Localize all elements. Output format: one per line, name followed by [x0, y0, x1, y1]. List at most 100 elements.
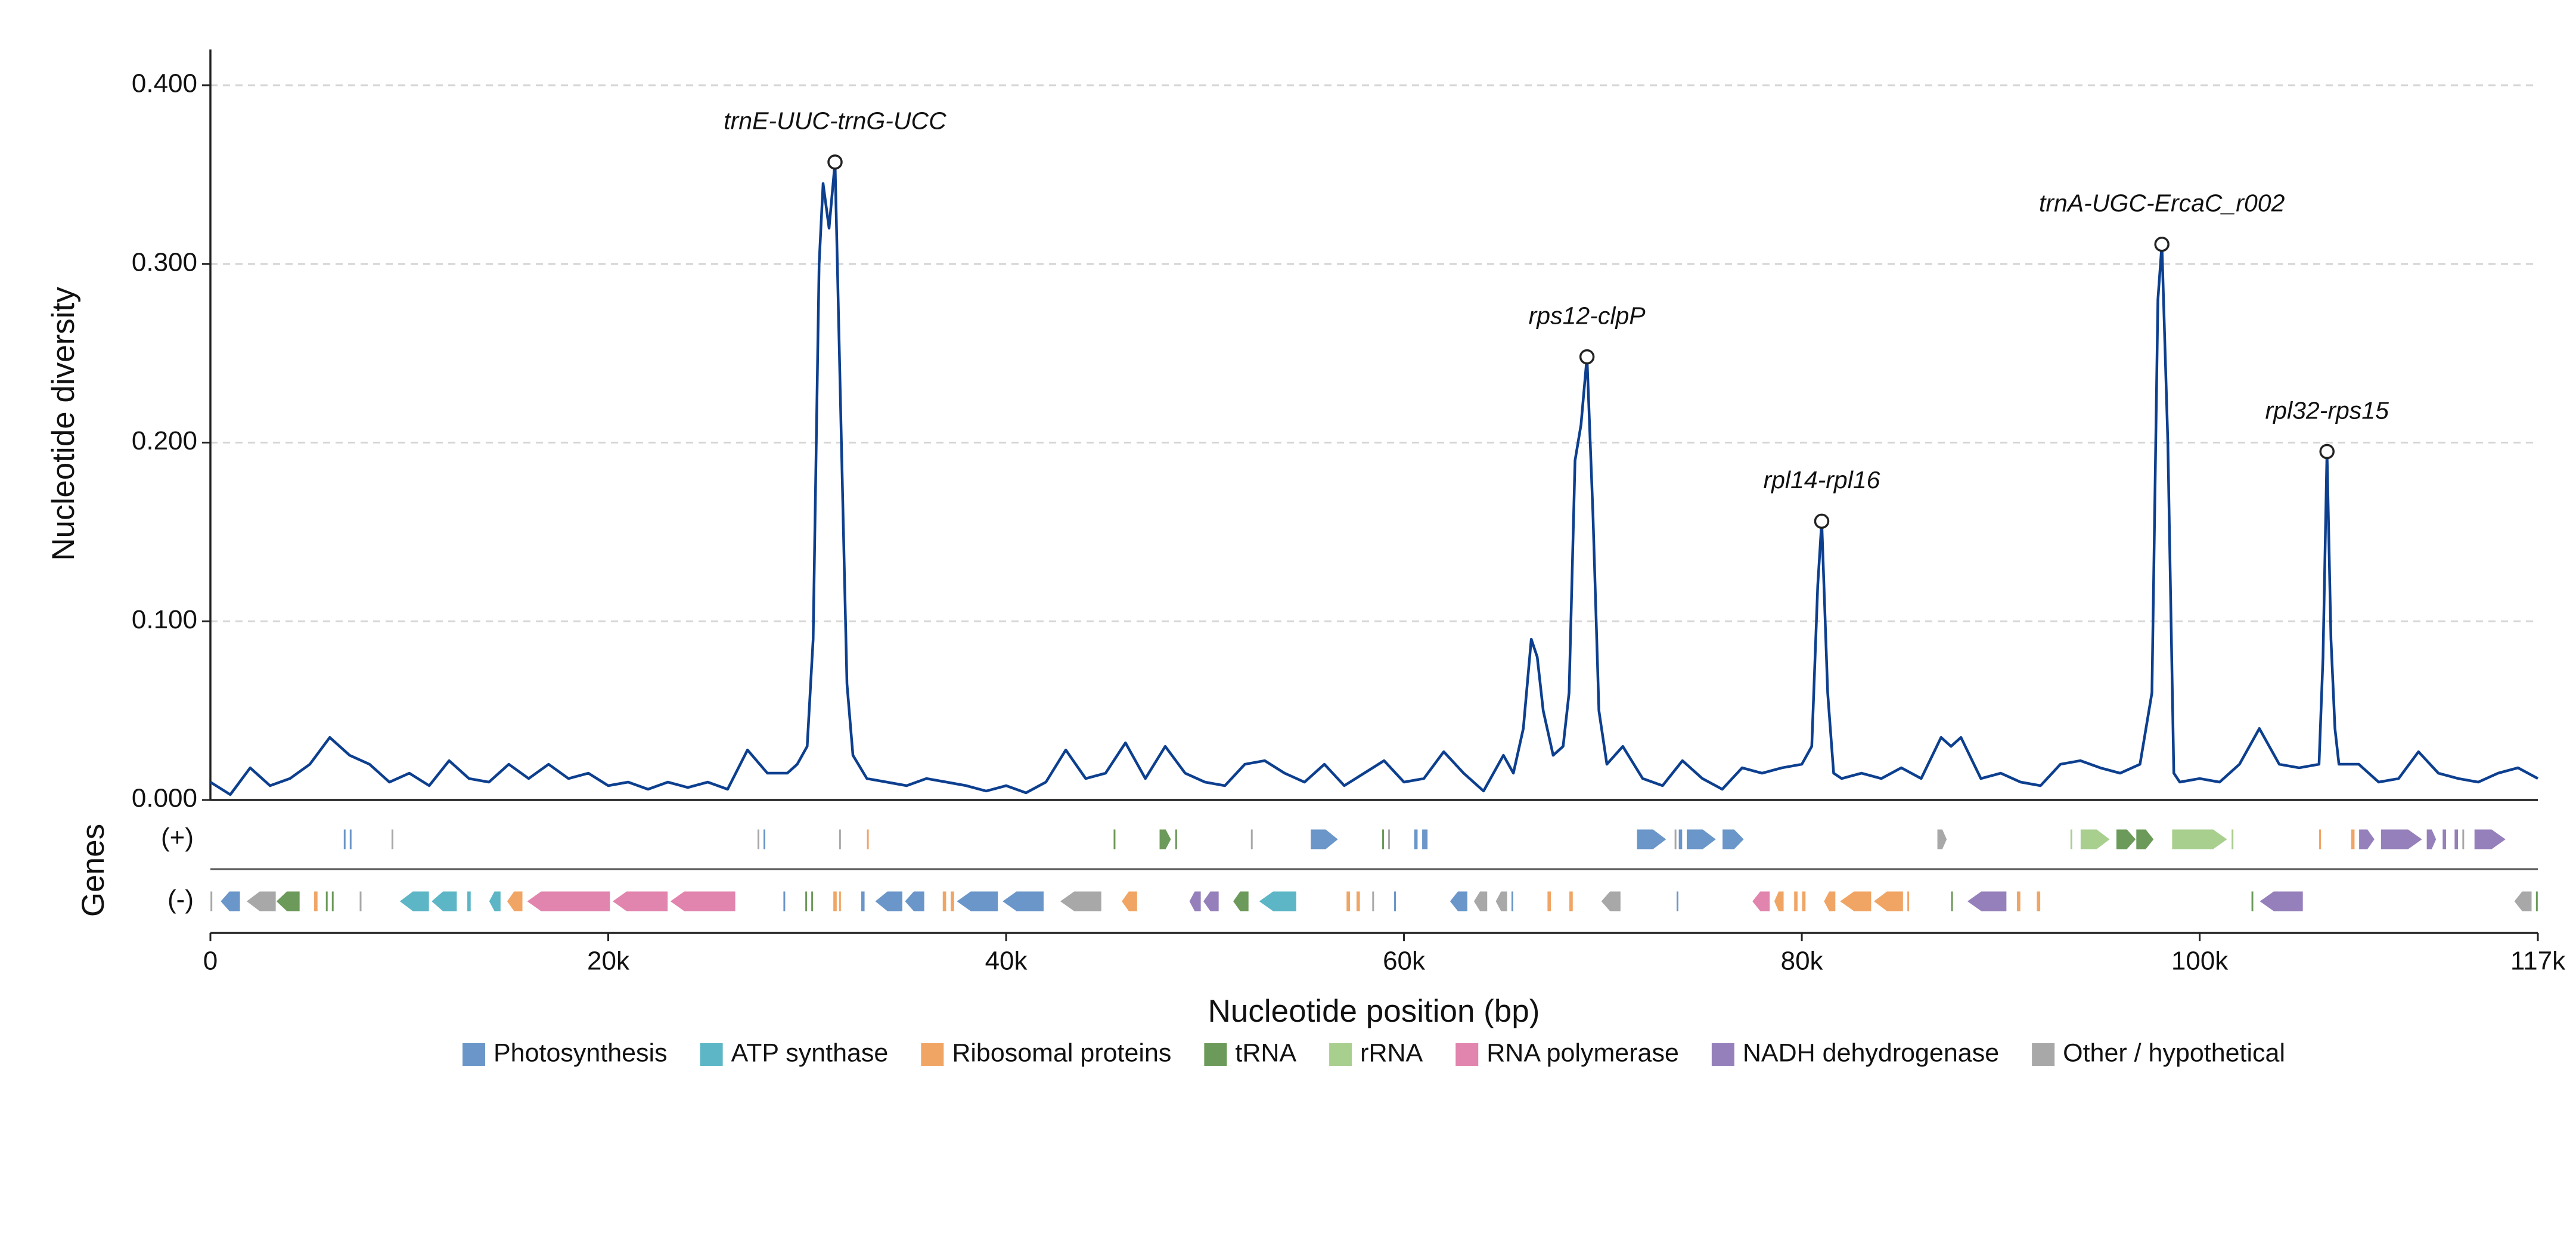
gene [2016, 891, 2021, 912]
gene [1473, 891, 1488, 912]
legend-label: Ribosomal proteins [952, 1038, 1171, 1067]
legend-swatch [2032, 1043, 2055, 1066]
peak-marker [2319, 444, 2335, 460]
gene [2319, 829, 2322, 850]
gene [1510, 891, 1514, 912]
gene [349, 829, 352, 850]
gene [210, 891, 213, 912]
gene [430, 891, 458, 912]
y-axis-label: Nucleotide diversity [46, 287, 81, 561]
gene [1174, 829, 1178, 850]
gene [942, 891, 947, 912]
peak-marker [1814, 513, 1830, 529]
gene [1422, 829, 1429, 850]
gene [1159, 829, 1172, 850]
y-tick-label: 0.300 [132, 247, 197, 277]
gene [1636, 829, 1667, 850]
gene [1393, 891, 1397, 912]
gene [2535, 891, 2538, 912]
x-tick-label: 117k [2510, 947, 2566, 976]
gene [612, 891, 669, 912]
x-tick-label: 20k [587, 947, 630, 976]
gene [1722, 829, 1745, 850]
gene [246, 891, 277, 912]
gene [1950, 891, 1954, 912]
gene [1675, 891, 1679, 912]
gene [2380, 829, 2423, 850]
gene [783, 891, 786, 912]
legend-swatch [700, 1043, 723, 1066]
peak-label: trnE-UUC-trnG-UCC [724, 107, 946, 135]
y-tick-label: 0.100 [132, 605, 197, 634]
gene [950, 891, 955, 912]
peak-marker [827, 154, 843, 170]
x-tick-label: 0 [203, 947, 218, 976]
legend: Photosynthesis ATP synthase Ribosomal prot… [462, 1038, 2285, 1067]
gene [1121, 891, 1138, 912]
gene [506, 891, 523, 912]
gene [2171, 829, 2229, 850]
gene [1413, 829, 1419, 850]
gene [1600, 891, 1621, 912]
gene [1873, 891, 1904, 912]
gene [1823, 891, 1836, 912]
gene [1547, 891, 1552, 912]
gene [331, 891, 334, 912]
gene [1258, 891, 1297, 912]
gene [1371, 891, 1375, 912]
gene [866, 829, 870, 850]
gene [1793, 891, 1798, 912]
legend-swatch [1329, 1043, 1352, 1066]
y-tick-label: 0.200 [132, 426, 197, 455]
gene [2350, 829, 2355, 850]
gene [1936, 829, 1948, 850]
x-tick-label: 100k [2171, 947, 2229, 976]
gene [2442, 829, 2447, 850]
peak-label: rpl32-rps15 [2265, 396, 2389, 424]
gene [2231, 829, 2234, 850]
gene [2136, 829, 2155, 850]
legend-label: ATP synthase [731, 1038, 889, 1067]
gene [1059, 891, 1102, 912]
gene [2115, 829, 2137, 850]
gene [1801, 891, 1807, 912]
gene [860, 891, 865, 912]
x-tick-label: 40k [985, 947, 1028, 976]
gene [1188, 891, 1202, 912]
legend-swatch [1711, 1043, 1734, 1066]
legend-label: tRNA [1235, 1038, 1296, 1067]
gene [2513, 891, 2532, 912]
gene [2426, 829, 2437, 850]
gene [1449, 891, 1468, 912]
gene [1250, 829, 1253, 850]
legend-label: rRNA [1360, 1038, 1423, 1067]
gene [2358, 829, 2375, 850]
legend-label: RNA polymerase [1486, 1038, 1679, 1067]
gene [2251, 891, 2254, 912]
legend-swatch [1204, 1043, 1227, 1066]
peak-marker [2154, 236, 2170, 252]
x-tick-label: 60k [1383, 947, 1426, 976]
gene [1907, 891, 1910, 912]
gene [2080, 829, 2111, 850]
gene [1678, 829, 1683, 850]
legend-label: Photosynthesis [494, 1038, 668, 1067]
gene [390, 829, 394, 850]
peak-label: rpl14-rpl16 [1763, 466, 1880, 494]
x-tick-label: 80k [1781, 947, 1824, 976]
gene [1773, 891, 1784, 912]
legend-label: NADH dehydrogenase [1743, 1038, 1999, 1067]
gene [757, 829, 761, 850]
gene [488, 891, 501, 912]
strand-label: (-) [167, 885, 194, 914]
gene [1310, 829, 1339, 850]
gene [1569, 891, 1573, 912]
gene [314, 891, 318, 912]
gene [1355, 891, 1361, 912]
gene [955, 891, 999, 912]
gene [1686, 829, 1717, 850]
legend-swatch [1455, 1043, 1479, 1066]
gene [1346, 891, 1351, 912]
gene [220, 891, 241, 912]
gene [833, 891, 837, 912]
